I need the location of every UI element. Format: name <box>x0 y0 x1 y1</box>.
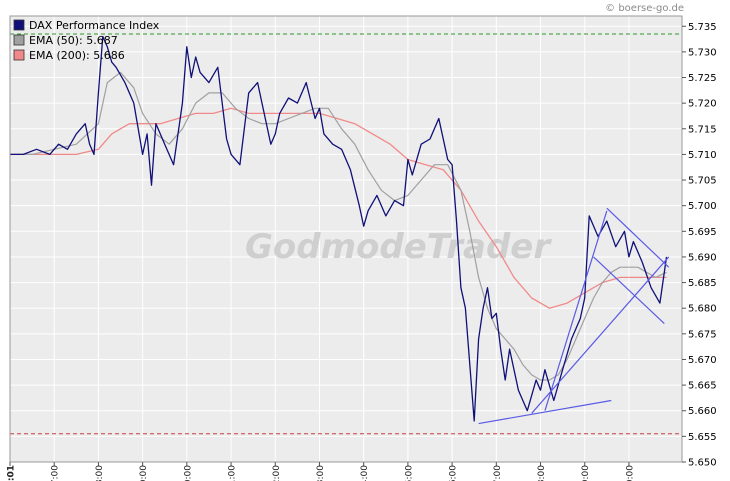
y-tick-label: 5.655 <box>688 432 717 443</box>
y-tick-label: 5.720 <box>688 99 717 110</box>
x-tick-label: 15:00 <box>404 465 414 481</box>
legend-label: DAX Performance Index <box>29 19 160 32</box>
legend-swatch <box>13 19 25 31</box>
x-tick-label: 07:00 <box>51 465 61 481</box>
x-tick-label: 12:00 <box>272 465 282 481</box>
x-tick-label: 16:00 <box>449 465 459 481</box>
x-tick-label: 20:00 <box>625 465 635 481</box>
legend-label: EMA (200): 5.686 <box>29 49 125 62</box>
trendline <box>606 207 670 268</box>
y-tick-label: 5.730 <box>688 47 717 58</box>
x-tick-label: 18:00 <box>537 465 547 481</box>
legend-label: EMA (50): 5.687 <box>29 34 118 47</box>
y-tick-label: 5.680 <box>688 304 717 315</box>
x-axis: 06:01 07:00 08:00 09:00 10:00 11:00 12:00 13:00… <box>7 462 635 481</box>
y-tick-label: 5.705 <box>688 176 717 187</box>
y-tick-label: 5.650 <box>688 458 717 469</box>
series-line-ema50 <box>10 71 667 381</box>
y-tick-label: 5.660 <box>688 406 717 417</box>
y-tick-label: 5.670 <box>688 355 717 366</box>
source-label: © boerse-go.de <box>605 3 684 14</box>
x-tick-label: 14:00 <box>360 465 370 481</box>
x-tick-label: 08:00 <box>95 465 105 481</box>
legend-swatch <box>13 49 25 61</box>
reference-levels <box>10 33 682 435</box>
x-tick-label: 06:01 <box>7 465 17 481</box>
y-tick-label: 5.710 <box>688 150 717 161</box>
watermark-text: GodmodeTrader <box>245 227 552 267</box>
legend: DAX Performance Index EMA (50): 5.687 EMA … <box>13 19 160 62</box>
x-tick-label: 10:00 <box>183 465 193 481</box>
series-line-dax <box>10 35 668 422</box>
trendline-layer <box>478 207 670 425</box>
y-tick-label: 5.695 <box>688 227 717 238</box>
plot-frame <box>9 15 683 463</box>
y-tick-label: 5.675 <box>688 329 717 340</box>
series-line-ema200 <box>10 107 667 309</box>
plot-background <box>10 16 682 462</box>
y-tick-label: 5.735 <box>688 22 717 33</box>
trendline <box>478 399 612 425</box>
x-tick-label: 09:00 <box>139 465 149 481</box>
trendline <box>593 256 665 325</box>
trendline <box>531 256 670 414</box>
x-tick-label: 19:00 <box>581 465 591 481</box>
x-tick-label: 13:00 <box>316 465 326 481</box>
y-tick-label: 5.715 <box>688 124 717 135</box>
grid-lines <box>9 16 682 463</box>
x-tick-label: 17:00 <box>493 465 503 481</box>
y-tick-label: 5.725 <box>688 73 717 84</box>
y-tick-label: 5.700 <box>688 201 717 212</box>
trendline <box>544 210 608 411</box>
legend-swatch <box>13 34 25 46</box>
y-tick-label: 5.690 <box>688 252 717 263</box>
y-axis: 5.650 5.655 5.660 5.665 5.670 5.675 5.680 5.685… <box>682 22 717 469</box>
y-tick-label: 5.685 <box>688 278 717 289</box>
y-tick-label: 5.665 <box>688 381 717 392</box>
x-tick-label: 11:00 <box>228 465 238 481</box>
series-layer <box>10 35 668 422</box>
